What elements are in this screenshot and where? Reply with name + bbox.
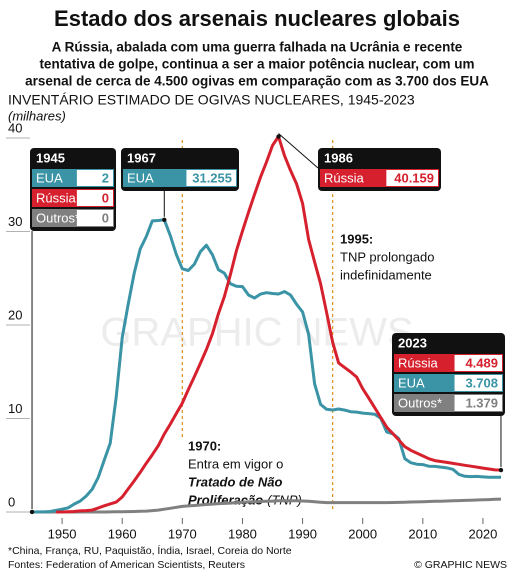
watermark: GRAPHIC NEWS (100, 311, 413, 355)
box-value-bg (386, 170, 438, 186)
source: Fontes: Federation of American Scientist… (8, 559, 245, 571)
series-line (31, 218, 501, 514)
box-row-name: Rússia (398, 355, 439, 370)
y-tick-label: 10 (8, 401, 22, 416)
box-row-name: EUA (36, 170, 63, 185)
box-value-bg (76, 210, 113, 226)
box-row-value: 0 (102, 190, 109, 205)
footnote: *China, França, RU, Paquistão, Índia, Is… (8, 544, 292, 557)
series-line (32, 497, 502, 514)
box-row-value: 0 (102, 210, 109, 225)
credit: © GRAPHIC NEWS (414, 559, 507, 571)
box-value-bg (454, 375, 502, 391)
box-year: 1945 (36, 150, 65, 165)
box-year: 1967 (127, 150, 156, 165)
x-tick-label: 1950 (48, 526, 77, 541)
x-tick-label: 1990 (288, 526, 317, 541)
box-row-value: 31.255 (192, 170, 232, 185)
box-row-name: EUA (127, 170, 154, 185)
leader-dot (29, 509, 35, 515)
box-value-bg (76, 190, 113, 206)
box-year: 1986 (324, 150, 353, 165)
y-tick-label: 20 (8, 307, 22, 322)
box-value-bg (454, 355, 502, 371)
x-tick-label: 1980 (228, 526, 257, 541)
box-value-bg (186, 170, 236, 186)
x-tick-label: 2000 (348, 526, 377, 541)
box-row-name: EUA (398, 375, 425, 390)
y-axis-label: (milhares) (8, 108, 66, 123)
x-tick-label: 1970 (168, 526, 197, 541)
x-tick-label: 2010 (408, 526, 437, 541)
box-row-value: 2 (102, 170, 109, 185)
leader-dot (498, 467, 504, 473)
leader-dot (276, 134, 281, 139)
y-tick-label: 40 (8, 120, 22, 135)
box-value-bg (76, 170, 113, 186)
leader-dot (162, 217, 167, 222)
box-row-value: 40.159 (394, 170, 434, 185)
box-year: 2023 (398, 335, 427, 350)
event-treaty: Tratado de Não (188, 474, 282, 489)
x-tick-label: 2020 (468, 526, 497, 541)
leader-line (278, 133, 319, 169)
subtitle: A Rússia, abalada com uma guerra falhada… (52, 40, 463, 55)
event-text: TNP prolongado (340, 249, 434, 264)
box-row-value: 3.708 (465, 375, 498, 390)
box-row-value: 4.489 (465, 355, 498, 370)
event-text: indefinidamente (340, 267, 432, 282)
x-tick-label: 1960 (108, 526, 137, 541)
box-row-name: Outros* (36, 210, 80, 225)
y-tick-label: 30 (8, 214, 22, 229)
box-row-name: Outros* (398, 395, 442, 410)
chart-heading: INVENTÁRIO ESTIMADO DE OGIVAS NUCLEARES,… (8, 92, 415, 108)
chart-title: Estado dos arsenais nucleares globais (54, 6, 460, 31)
y-tick-label: 0 (8, 494, 15, 509)
event-label: 1995: (340, 231, 373, 246)
subtitle: arsenal de cerca de 4.500 ogivas em comp… (25, 74, 489, 89)
box-row-name: Rússia (324, 170, 365, 185)
box-value-bg (454, 395, 502, 411)
subtitle: tentativa de golpe, continua a ser a mai… (39, 57, 474, 72)
event-label: 1970: (188, 438, 221, 453)
box-row-value: 1.379 (465, 395, 498, 410)
box-row-name: Rússia (36, 190, 77, 205)
event-text: Entra em vigor o (188, 456, 283, 471)
